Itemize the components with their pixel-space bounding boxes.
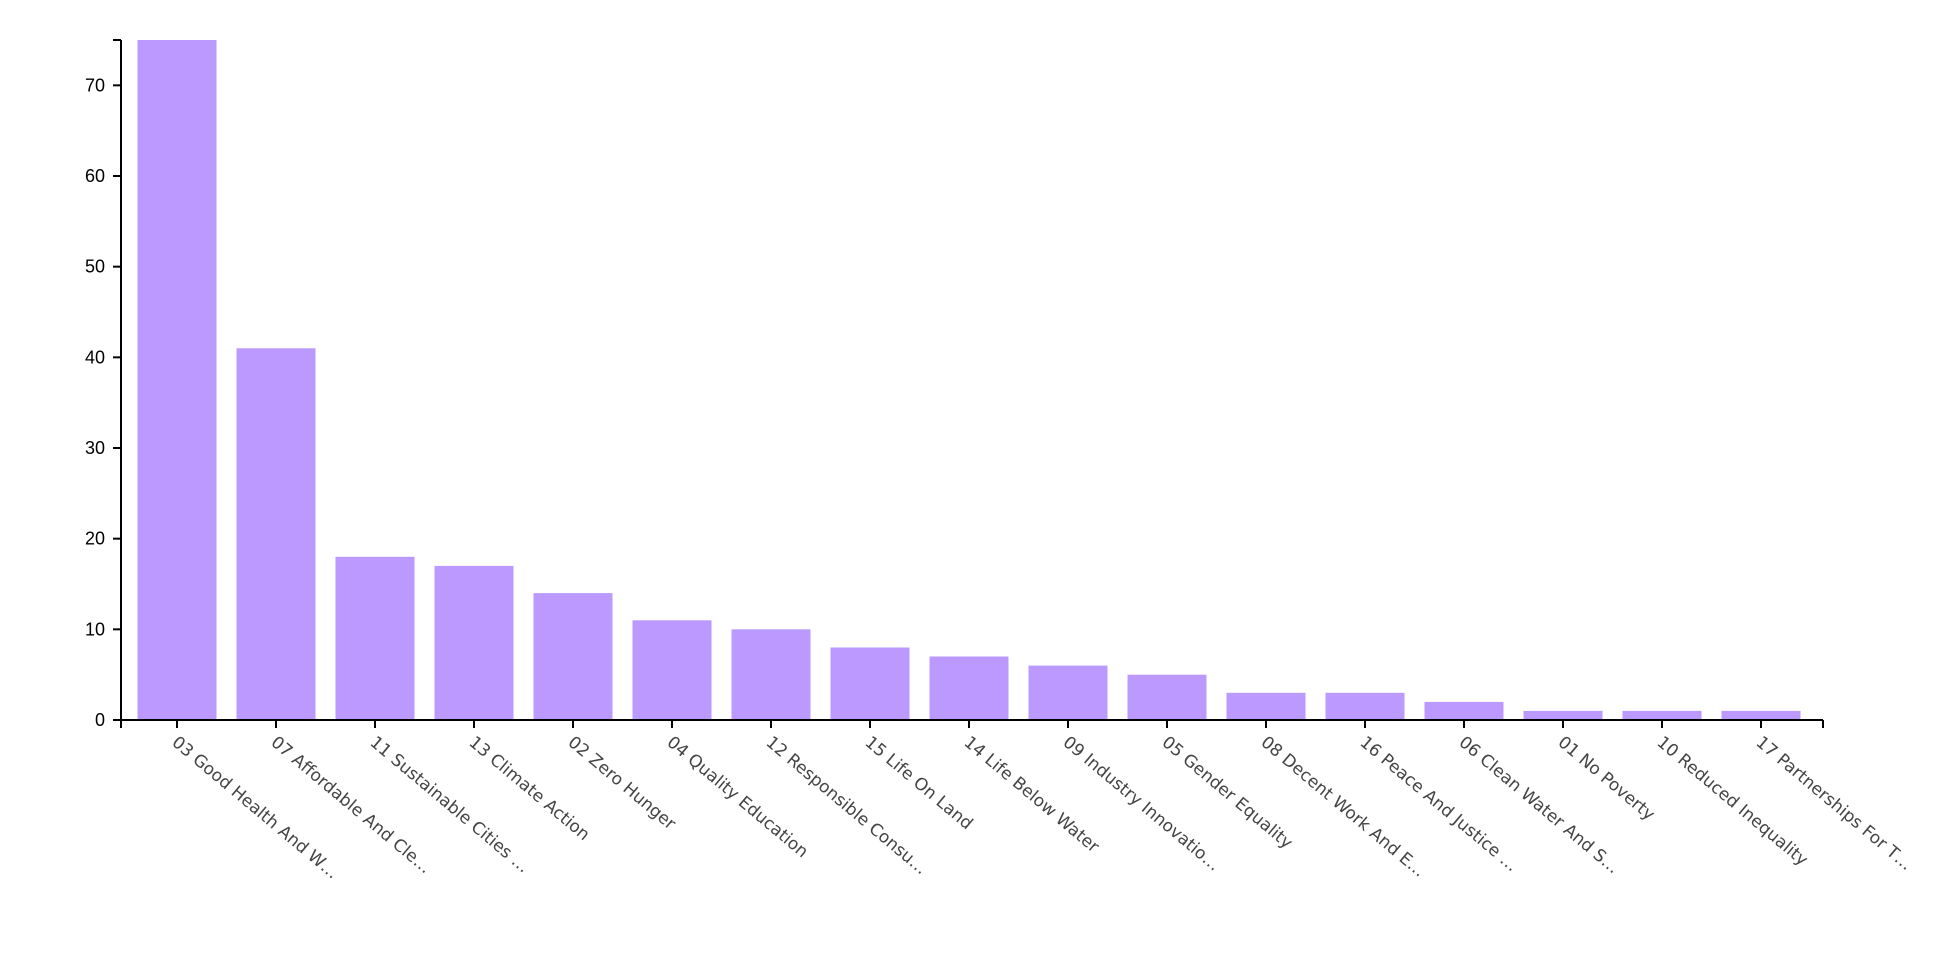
x-tick-label: 16 Peace And Justice … [1356, 733, 1522, 877]
y-axis: 0 10 20 30 40 50 60 70 [85, 39, 122, 730]
bar [731, 629, 811, 720]
bar [830, 647, 910, 720]
y-tick-label: 0 [95, 710, 105, 730]
bar [1028, 665, 1108, 720]
y-tick-label: 20 [85, 529, 105, 549]
bar [335, 556, 415, 720]
x-tick-label: 03 Good Health And W… [168, 733, 342, 884]
bar [1721, 710, 1801, 720]
x-tick-label: 06 Clean Water And S… [1455, 733, 1623, 879]
bar [1622, 710, 1702, 720]
x-tick-label: 09 Industry Innovatio… [1059, 733, 1224, 876]
y-tick-label: 30 [85, 438, 105, 458]
bars-group [137, 40, 1801, 720]
bar [1226, 692, 1306, 720]
bar [533, 593, 613, 720]
bar [1325, 692, 1405, 720]
x-tick-label: 17 Partnerships For T… [1752, 733, 1916, 875]
x-tick-label: 11 Sustainable Cities … [366, 733, 533, 878]
bar [434, 565, 514, 720]
y-tick-label: 10 [85, 619, 105, 639]
x-tick-label: 01 No Poverty [1554, 733, 1659, 825]
x-axis: 03 Good Health And W…07 Affordable And C… [120, 719, 1916, 884]
bar [1424, 701, 1504, 720]
bar [1523, 710, 1603, 720]
bar [137, 40, 217, 720]
bar [236, 348, 316, 720]
bar [929, 656, 1009, 720]
y-tick-label: 60 [85, 166, 105, 186]
x-tick-label: 07 Affordable And Cle… [267, 733, 435, 879]
x-tick-label: 12 Responsible Consu… [762, 733, 931, 879]
bar [1127, 674, 1207, 720]
y-tick-label: 40 [85, 347, 105, 367]
x-tick-label: 08 Decent Work And E… [1257, 733, 1429, 882]
y-tick-label: 70 [85, 75, 105, 95]
bar [632, 620, 712, 720]
y-tick-label: 50 [85, 257, 105, 277]
